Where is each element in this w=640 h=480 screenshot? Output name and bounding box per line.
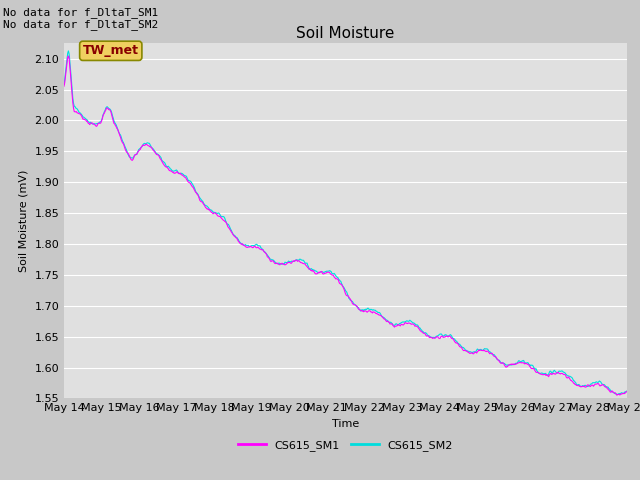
Title: Soil Moisture: Soil Moisture	[296, 25, 395, 41]
Y-axis label: Soil Moisture (mV): Soil Moisture (mV)	[19, 169, 29, 272]
Text: TW_met: TW_met	[83, 44, 139, 57]
Text: No data for f_DltaT_SM2: No data for f_DltaT_SM2	[3, 19, 159, 30]
Text: No data for f_DltaT_SM1: No data for f_DltaT_SM1	[3, 7, 159, 18]
X-axis label: Time: Time	[332, 419, 359, 429]
Legend: CS615_SM1, CS615_SM2: CS615_SM1, CS615_SM2	[234, 435, 458, 455]
